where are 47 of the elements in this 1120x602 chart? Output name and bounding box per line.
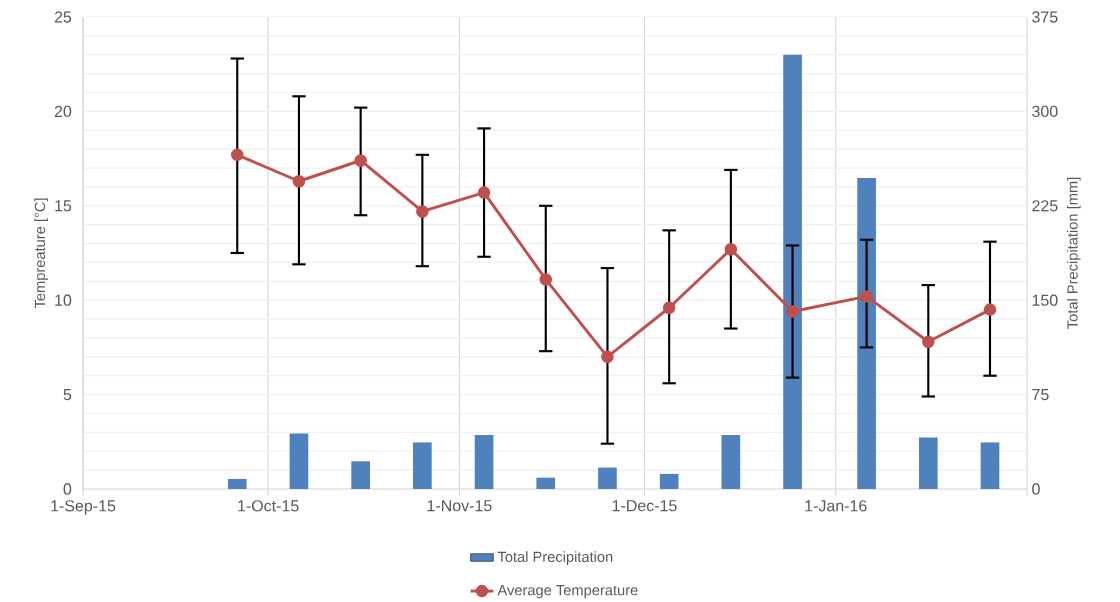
- x-tick-label: 1-Oct-15: [238, 499, 299, 512]
- y2-tick-label: 300: [1032, 105, 1058, 117]
- bar: [536, 477, 556, 489]
- y2-tick-label: 75: [1032, 388, 1049, 400]
- y2-tick-label: 0: [1032, 483, 1040, 495]
- bar: [857, 177, 876, 489]
- x-tick-label: 1-Jan-16: [805, 499, 867, 512]
- bar: [783, 54, 802, 489]
- bar: [598, 467, 617, 489]
- point: [416, 204, 429, 218]
- bar: [918, 437, 938, 489]
- y2-axis-title: Total Precipitation [mm]: [1066, 177, 1081, 329]
- y-tick-label: 25: [54, 11, 72, 23]
- bar: [721, 434, 741, 489]
- bar: [474, 434, 494, 489]
- legend-label: Total Precipitation: [497, 551, 613, 565]
- point: [601, 350, 614, 363]
- y2-tick-label: 375: [1032, 11, 1058, 23]
- point: [786, 305, 799, 318]
- point: [922, 335, 935, 348]
- point: [354, 154, 367, 167]
- bar: [289, 433, 309, 489]
- point: [860, 289, 873, 303]
- x-tick-label: 1-Nov-15: [427, 499, 492, 512]
- y-tick-label: 20: [54, 105, 72, 117]
- point: [983, 303, 997, 316]
- point: [724, 242, 738, 256]
- y2-tick-label: 150: [1032, 294, 1058, 306]
- point: [539, 272, 553, 286]
- x-tick-label: 1-Sep-15: [51, 499, 116, 515]
- bar: [659, 473, 679, 489]
- y-tick-label: 0: [63, 483, 72, 495]
- bar: [351, 461, 370, 489]
- y-axis-title: Tempreature [°C]: [34, 198, 48, 308]
- y-tick-label: 10: [55, 294, 72, 306]
- x-tick-label: 1-Dec-15: [612, 499, 677, 512]
- y2-tick-label: 225: [1032, 199, 1058, 212]
- point: [292, 174, 306, 188]
- bar: [980, 442, 1000, 489]
- y-tick-label: 15: [55, 200, 72, 212]
- point: [230, 148, 244, 161]
- point: [477, 186, 491, 199]
- legend-label: Average Temperature: [497, 584, 638, 599]
- bar: [413, 442, 432, 489]
- y-tick-label: 5: [63, 388, 72, 400]
- point: [662, 301, 676, 314]
- bar: [227, 478, 247, 489]
